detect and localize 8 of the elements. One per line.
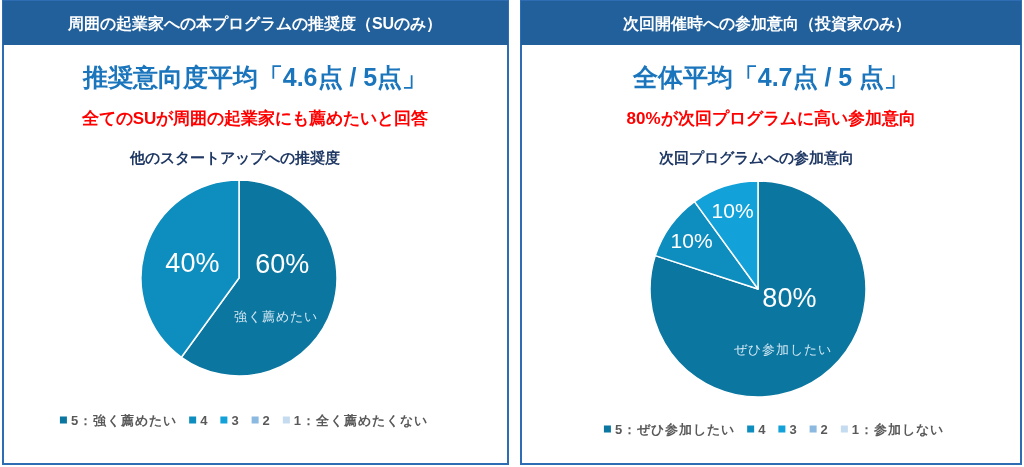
subtitle: 推奨意向度平均「4.6点 / 5点」 — [82, 63, 428, 91]
annotation: 他のスタートアップへの推奨度 — [130, 148, 340, 166]
title: 次回開催時への参加意向（投資家のみ） — [623, 14, 911, 32]
annotation: 80%が次回プログラムに高い参加意向 — [626, 108, 916, 128]
title: 周囲の起業家への本プログラムの推奨度（SUのみ） — [67, 14, 443, 32]
annotation: 全てのSUが周囲の起業家にも薦めたいと回答 — [81, 108, 429, 128]
subtitle: 全体平均「4.7点 / 5 点」 — [632, 63, 910, 91]
annotation: 次回プログラムへの参加意向 — [658, 148, 854, 166]
